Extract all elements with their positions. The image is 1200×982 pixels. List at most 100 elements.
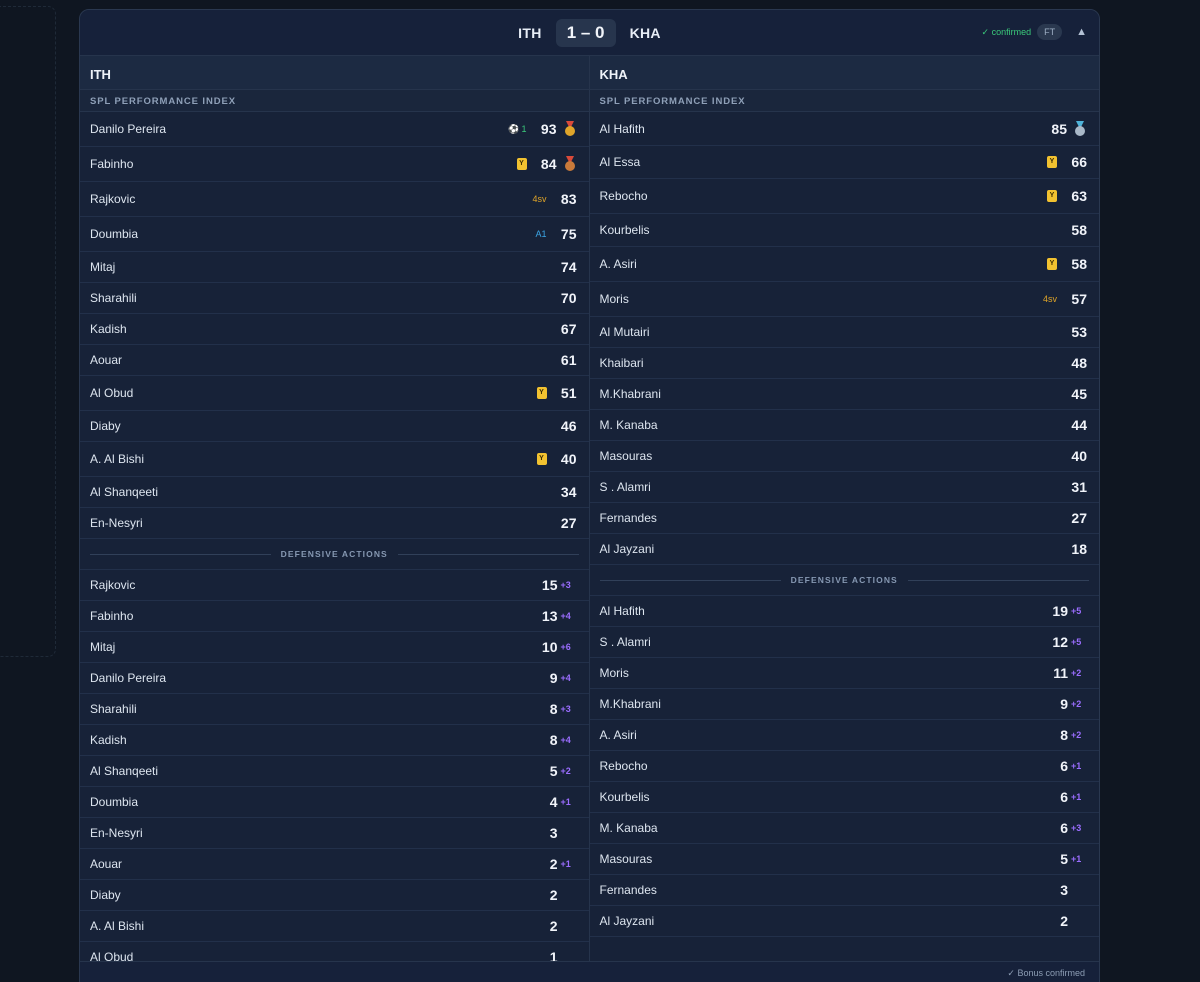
- yellow-card-icon: Y: [516, 158, 527, 170]
- defensive-row[interactable]: Al Shanqeeti 5 +2: [80, 756, 589, 787]
- player-row[interactable]: Diaby 46: [80, 411, 589, 442]
- defensive-row[interactable]: Al Hafith 19 +5: [589, 596, 1099, 627]
- performance-score: 75: [560, 226, 577, 242]
- player-name: Khaibari: [599, 356, 644, 370]
- performance-score: 66: [1071, 154, 1087, 170]
- performance-score: 40: [1071, 448, 1087, 464]
- player-name: Masouras: [599, 852, 653, 866]
- collapse-chevron-icon[interactable]: ▲: [1076, 26, 1087, 38]
- defensive-row[interactable]: Danilo Pereira 9 +4: [80, 663, 589, 694]
- defensive-row[interactable]: Moris 11 +2: [589, 658, 1099, 689]
- card-footer: ✓ Bonus confirmed: [80, 961, 1099, 982]
- bonus-points: +3: [560, 580, 571, 590]
- scoreline: 1 – 0: [555, 19, 616, 47]
- player-row[interactable]: Fernandes 27: [589, 503, 1099, 534]
- player-row[interactable]: Masouras 40: [589, 441, 1099, 472]
- player-row[interactable]: Danilo Pereira ⚽ 1 93: [80, 112, 589, 147]
- medal-slot: [559, 156, 577, 172]
- player-events: 4sv: [532, 194, 546, 204]
- bonus-points: +4: [560, 611, 571, 621]
- player-name: M.Khabrani: [599, 697, 661, 711]
- player-row[interactable]: Moris 4sv 57: [589, 282, 1099, 317]
- defensive-actions-count: 15: [541, 577, 558, 593]
- medal-slot: [559, 121, 577, 137]
- player-row[interactable]: Al Hafith 85: [589, 112, 1099, 146]
- player-row[interactable]: M. Kanaba 44: [589, 410, 1099, 441]
- player-name: A. Al Bishi: [90, 919, 145, 933]
- defensive-row[interactable]: Rajkovic 15 +3: [80, 570, 589, 601]
- defensive-row[interactable]: Al Jayzani 2: [589, 906, 1099, 937]
- away-team-heading: KHA: [589, 56, 1099, 90]
- defensive-row[interactable]: Mitaj 10 +6: [80, 632, 589, 663]
- player-name: Doumbia: [90, 227, 139, 241]
- defensive-row[interactable]: Rebocho 6 +1: [589, 751, 1099, 782]
- gold-medal-icon: [564, 121, 575, 136]
- player-row[interactable]: Mitaj 74: [80, 252, 589, 283]
- player-row[interactable]: Rajkovic 4sv 83: [80, 182, 589, 217]
- performance-score: 46: [560, 418, 577, 434]
- yellow-card-icon: Y: [1047, 258, 1057, 270]
- defensive-actions-count: 10: [541, 639, 558, 655]
- defensive-row[interactable]: Kourbelis 6 +1: [589, 782, 1099, 813]
- defensive-row[interactable]: Diaby 2: [80, 880, 589, 911]
- bonus-points: +2: [560, 766, 571, 776]
- player-events: Y: [1047, 258, 1057, 270]
- defensive-row[interactable]: M. Kanaba 6 +3: [589, 813, 1099, 844]
- defensive-row[interactable]: Fabinho 13 +4: [80, 601, 589, 632]
- defensive-row[interactable]: M.Khabrani 9 +2: [589, 689, 1099, 720]
- player-name: Fabinho: [90, 609, 134, 623]
- player-row[interactable]: Kourbelis 58: [589, 214, 1099, 247]
- defensive-row[interactable]: Fernandes 3: [589, 875, 1099, 906]
- player-events: Y: [516, 158, 527, 170]
- player-row[interactable]: Rebocho Y 63: [589, 179, 1099, 214]
- player-name: Mitaj: [90, 640, 116, 654]
- performance-score: 18: [1071, 541, 1087, 557]
- player-row[interactable]: A. Asiri Y 58: [589, 247, 1099, 282]
- performance-score: 53: [1071, 324, 1087, 340]
- player-events: Y: [536, 387, 547, 399]
- player-name: Diaby: [90, 419, 121, 433]
- defensive-row[interactable]: En-Nesyri 3: [80, 818, 589, 849]
- player-row[interactable]: Al Jayzani 18: [589, 534, 1099, 565]
- performance-score: 51: [560, 385, 577, 401]
- defensive-actions-count: 3: [549, 825, 558, 841]
- yellow-card-icon: Y: [1047, 156, 1057, 168]
- defensive-actions-count: 9: [549, 670, 558, 686]
- defensive-row[interactable]: Sharahili 8 +3: [80, 694, 589, 725]
- defensive-row[interactable]: A. Al Bishi 2: [80, 911, 589, 942]
- defensive-row[interactable]: Kadish 8 +4: [80, 725, 589, 756]
- home-defensive-list: Rajkovic 15 +3 Fabinho 13 +4 Mitaj 10 +6 Danilo P…: [80, 570, 589, 973]
- bonus-points: +2: [1071, 699, 1082, 709]
- player-row[interactable]: Sharahili 70: [80, 283, 589, 314]
- player-row[interactable]: Kadish 67: [80, 314, 589, 345]
- home-team-abbr: ITH: [518, 25, 542, 41]
- player-row[interactable]: Al Obud Y 51: [80, 376, 589, 411]
- player-row[interactable]: Doumbia A1 75: [80, 217, 589, 252]
- defensive-row[interactable]: A. Asiri 8 +2: [589, 720, 1099, 751]
- match-header: ITH 1 – 0 KHA ✓ confirmed FT ▲: [80, 10, 1099, 56]
- player-row[interactable]: A. Al Bishi Y 40: [80, 442, 589, 477]
- player-row[interactable]: S . Alamri 31: [589, 472, 1099, 503]
- player-row[interactable]: M.Khabrani 45: [589, 379, 1099, 410]
- player-name: Al Obud: [90, 950, 134, 964]
- player-row[interactable]: Al Shanqeeti 34: [80, 477, 589, 508]
- player-events: Y: [1047, 190, 1057, 202]
- defensive-row[interactable]: S . Alamri 12 +5: [589, 627, 1099, 658]
- player-row[interactable]: Khaibari 48: [589, 348, 1099, 379]
- defensive-row[interactable]: Aouar 2 +1: [80, 849, 589, 880]
- player-name: M. Kanaba: [599, 418, 658, 432]
- player-name: Al Hafith: [599, 121, 645, 136]
- player-name: A. Al Bishi: [90, 452, 145, 466]
- player-row[interactable]: Al Mutairi 53: [589, 317, 1099, 348]
- defensive-actions-count: 12: [1052, 634, 1068, 650]
- player-row[interactable]: Fabinho Y 84: [80, 147, 589, 182]
- defensive-row[interactable]: Masouras 5 +1: [589, 844, 1099, 875]
- player-row[interactable]: Aouar 61: [80, 345, 589, 376]
- performance-score: 67: [560, 321, 577, 337]
- confirmed-status: ✓ confirmed: [981, 26, 1032, 37]
- player-row[interactable]: En-Nesyri 27: [80, 508, 589, 539]
- player-row[interactable]: Al Essa Y 66: [589, 146, 1099, 179]
- assist-badge: A1: [535, 229, 547, 239]
- player-name: Diaby: [90, 888, 121, 902]
- defensive-row[interactable]: Doumbia 4 +1: [80, 787, 589, 818]
